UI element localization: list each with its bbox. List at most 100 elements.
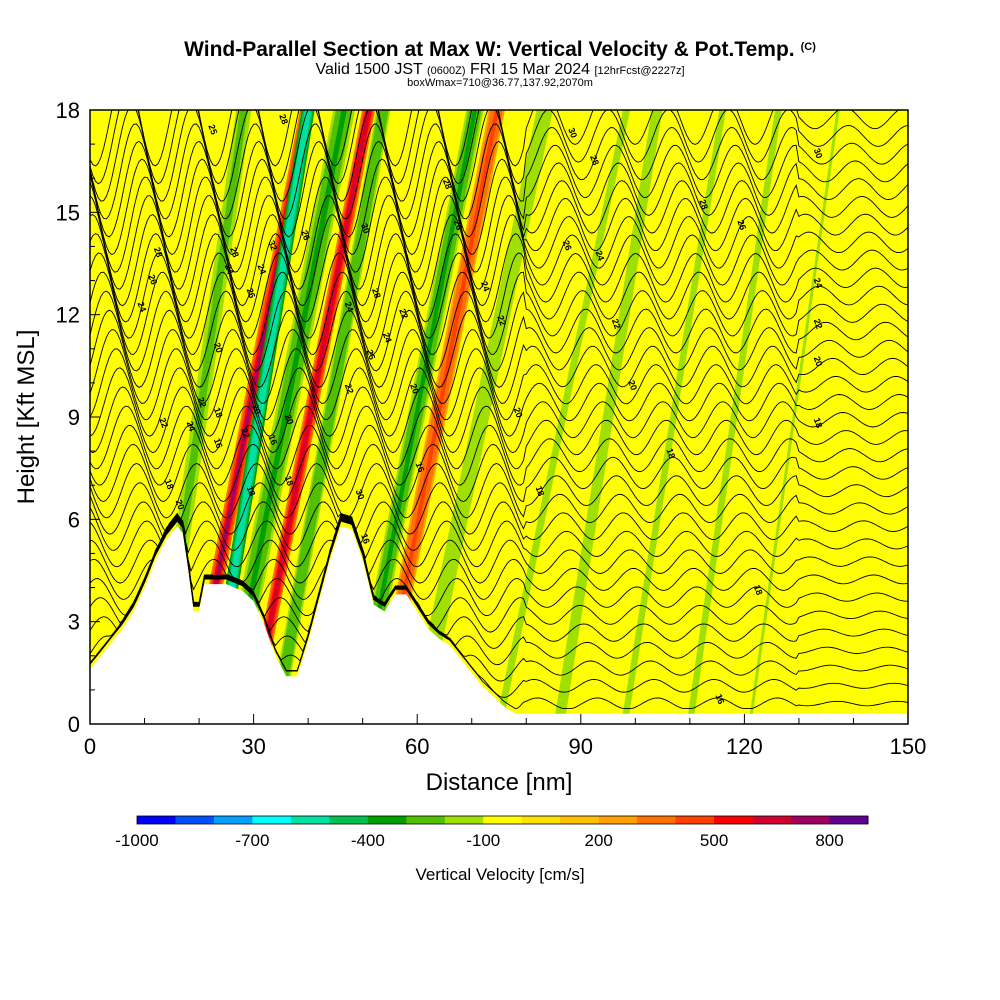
x-axis: 0 30 60 90 120 150 [84, 714, 926, 759]
theta-label-33: 20 [626, 379, 639, 392]
theta-label-18: 26 [146, 273, 159, 286]
theta-contour-24 [90, 233, 908, 323]
y-axis-title: Height [Kft MSL] [13, 330, 40, 505]
theta-label-29: 24 [381, 331, 394, 344]
theta-contour-27 [90, 176, 908, 273]
colorbar-swatch-2 [213, 816, 253, 824]
theta-contour-1 [90, 519, 908, 698]
x-tick-label-1: 30 [241, 734, 265, 759]
theta-label-1: 28 [277, 113, 290, 126]
theta-label-44: 22 [239, 427, 252, 440]
y-axis: 0 3 6 9 12 15 18 [56, 98, 100, 737]
theta-contour-4 [90, 517, 908, 649]
theta-contour-29 [90, 140, 908, 238]
theta-label-7: 26 [735, 219, 748, 232]
theta-label-11: 32 [266, 239, 279, 252]
theta-contour-28 [90, 158, 908, 256]
theta-label-28: 22 [812, 317, 825, 330]
theta-label-3: 30 [812, 147, 825, 160]
x-tick-label-0: 0 [84, 734, 96, 759]
theta-contour-7 [90, 515, 908, 600]
theta-contour-30 [90, 123, 908, 220]
theta-contour-3 [90, 518, 908, 666]
theta-label-17: 24 [255, 263, 268, 276]
theta-label-32: 20 [812, 355, 825, 368]
theta-label-38: 18 [212, 406, 225, 419]
theta-contour-0 [90, 520, 908, 710]
colorbar-label-0: -1000 [115, 831, 158, 850]
velocity-band-10-3 [622, 110, 725, 724]
theta-label-51: 18 [245, 485, 258, 498]
theta-label-30: 20 [212, 341, 225, 354]
theta-label-14: 26 [561, 239, 574, 252]
theta-label-36: 22 [195, 396, 208, 409]
y-tick-label-4: 12 [56, 303, 80, 328]
colorbar-swatch-5 [329, 816, 369, 824]
theta-label-21: 28 [370, 287, 383, 300]
colorbar-swatch-18 [829, 816, 869, 824]
colorbar-swatch-17 [791, 816, 831, 824]
colorbar-swatch-15 [714, 816, 754, 824]
colorbar-swatch-14 [675, 816, 715, 824]
subtitle-forecast: [12hrFcst@2227z] [594, 65, 685, 77]
theta-label-39: 20 [250, 403, 263, 416]
theta-contour-22 [90, 271, 908, 355]
colorbar-swatch-16 [752, 816, 792, 824]
theta-contour-20 [90, 309, 908, 388]
theta-contour-14 [90, 424, 908, 486]
x-tick-label-3: 90 [569, 734, 593, 759]
theta-contour-21 [90, 290, 908, 372]
colorbar-swatch-9 [483, 816, 523, 824]
theta-label-57: 16 [714, 693, 727, 706]
theta-contour-9 [90, 514, 908, 568]
colorbar-label-6: 800 [815, 831, 843, 850]
theta-label-50: 18 [163, 478, 176, 491]
colorbar-swatch-7 [406, 816, 446, 824]
theta-label-13: 28 [152, 246, 165, 259]
theta-label-43: 18 [812, 416, 825, 429]
subtitle-utc: (0600Z) [426, 65, 466, 77]
velocity-band-3-3 [249, 110, 371, 724]
theta-label-54: 30 [354, 488, 367, 501]
theta-contour-5 [90, 516, 908, 633]
theta-label-24: 24 [135, 300, 148, 313]
theta-label-34: 22 [343, 382, 356, 395]
theta-label-16: 24 [223, 263, 236, 276]
chart-subtitle: Valid 1500 JST (0600Z) FRI 15 Mar 2024 [… [0, 61, 1000, 79]
theta-label-4: 28 [588, 154, 601, 167]
y-tick-label-1: 3 [68, 610, 80, 635]
subtitle-date: FRI 15 Mar 2024 [469, 61, 591, 78]
theta-contour-23 [90, 252, 908, 339]
velocity-band-5-3 [355, 110, 478, 724]
x-axis-title: Distance [nm] [426, 769, 573, 796]
theta-label-41: 22 [157, 416, 170, 429]
theta-label-46: 16 [266, 433, 279, 446]
y-tick-label-0: 0 [68, 712, 80, 737]
x-tick-label-4: 120 [726, 734, 763, 759]
colorbar-label-1: -700 [235, 831, 269, 850]
theta-contour-2 [90, 518, 908, 682]
theta-label-52: 18 [534, 485, 547, 498]
y-tick-label-2: 6 [68, 507, 80, 532]
chart-title-text: Wind-Parallel Section at Max W: Vertical… [184, 38, 795, 61]
theta-contour-16 [90, 386, 908, 454]
theta-contour-18 [90, 348, 908, 421]
theta-contour-17 [90, 367, 908, 437]
theta-label-0: 25 [206, 123, 219, 136]
colorbar-swatch-6 [367, 816, 407, 824]
chart-boxline: boxWmax=710@36.77,137.92,2070m [407, 77, 593, 89]
colorbar: -1000 -700 -400 -100 200 500 800 [115, 815, 869, 850]
theta-label-12: 28 [228, 246, 241, 259]
theta-label-42: 24 [185, 420, 198, 433]
theta-contour-15 [90, 405, 908, 470]
y-tick-label-6: 18 [56, 98, 80, 123]
colorbar-label-3: -100 [466, 831, 500, 850]
velocity-band-7-3 [415, 110, 547, 724]
theta-contour-12 [90, 463, 908, 519]
theta-contour-10 [90, 501, 908, 551]
colorbar-swatch-4 [290, 816, 330, 824]
colorbar-frame [136, 815, 869, 825]
